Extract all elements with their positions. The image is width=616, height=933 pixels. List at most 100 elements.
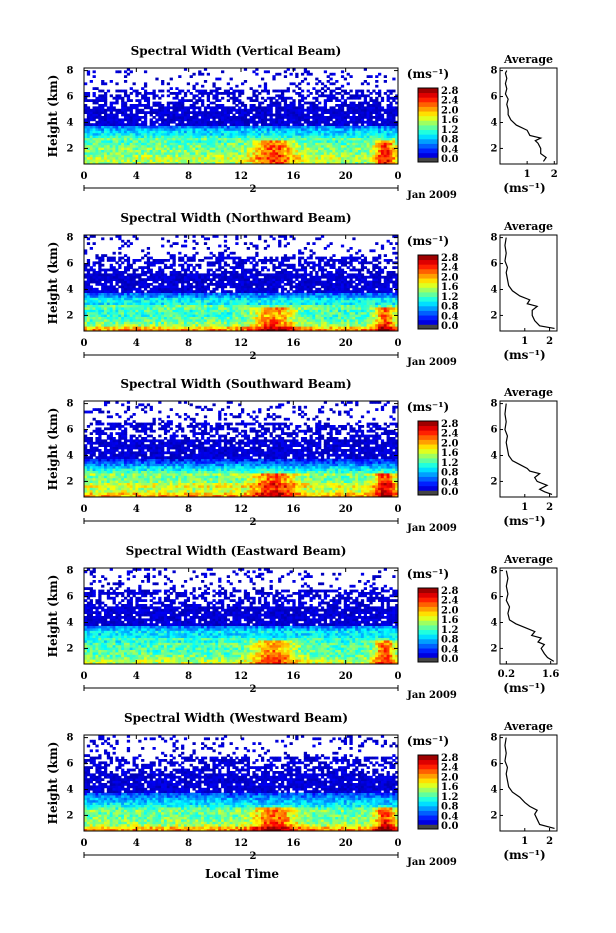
heatmap-cell <box>329 297 332 300</box>
heatmap-cell <box>135 123 138 126</box>
heatmap-cell <box>104 324 107 327</box>
heatmap-cell <box>312 123 315 126</box>
heatmap-cell <box>121 111 124 114</box>
heatmap-cell <box>392 116 395 119</box>
heatmap-cell <box>392 295 395 298</box>
heatmap-cell <box>349 317 352 320</box>
heatmap-cell <box>392 312 395 315</box>
heatmap-cell <box>290 102 293 105</box>
heatmap-cell <box>272 154 275 157</box>
heatmap-cell <box>204 130 207 133</box>
heatmap-cell <box>98 142 101 145</box>
heatmap-cell <box>207 118 210 121</box>
heatmap-cell <box>369 312 372 315</box>
heatmap-cell <box>175 152 178 155</box>
heatmap-cell <box>250 116 253 119</box>
heatmap-cell <box>255 312 258 315</box>
heatmap-cell <box>381 109 384 112</box>
heatmap-cell <box>312 324 315 327</box>
heatmap-cell <box>115 123 118 126</box>
heatmap-cell <box>389 152 392 155</box>
heatmap-cell <box>367 152 370 155</box>
heatmap-cell <box>378 94 381 97</box>
heatmap-cell <box>133 130 136 133</box>
heatmap-cell <box>341 297 344 300</box>
heatmap-cell <box>187 106 190 109</box>
heatmap-cell <box>138 116 141 119</box>
heatmap-cell <box>218 128 221 131</box>
heatmap-cell <box>272 307 275 310</box>
heatmap-cell <box>107 309 110 312</box>
heatmap-cell <box>93 150 96 153</box>
heatmap-cell <box>207 73 210 76</box>
heatmap-cell <box>144 152 147 155</box>
heatmap-cell <box>184 123 187 126</box>
heatmap-cell <box>250 159 253 162</box>
heatmap-cell <box>372 102 375 105</box>
heatmap-cell <box>310 126 313 129</box>
heatmap-cell <box>155 142 158 145</box>
heatmap-cell <box>369 121 372 124</box>
heatmap-cell <box>155 290 158 293</box>
heatmap-cell <box>110 293 113 296</box>
heatmap-cell <box>244 302 247 305</box>
heatmap-cell <box>324 138 327 141</box>
heatmap-cell <box>144 130 147 133</box>
heatmap-cell <box>287 126 290 129</box>
heatmap-cell <box>372 142 375 145</box>
heatmap-cell <box>224 307 227 310</box>
heatmap-cell <box>318 140 321 143</box>
heatmap-cell <box>158 302 161 305</box>
heatmap-cell <box>284 104 287 107</box>
heatmap-cell <box>287 87 290 90</box>
heatmap-cell <box>198 150 201 153</box>
heatmap-cell <box>170 118 173 121</box>
heatmap-cell <box>349 126 352 129</box>
heatmap-cell <box>201 118 204 121</box>
heatmap-cell <box>238 324 241 327</box>
heatmap-cell <box>358 157 361 160</box>
heatmap-cell <box>250 150 253 153</box>
heatmap-cell <box>338 111 341 114</box>
heatmap-cell <box>147 97 150 100</box>
heatmap-cell <box>358 302 361 305</box>
heatmap-cell <box>318 121 321 124</box>
heatmap-cell <box>250 145 253 148</box>
heatmap-cell <box>355 317 358 320</box>
heatmap-cell <box>392 114 395 117</box>
heatmap-cell <box>338 152 341 155</box>
heatmap-cell <box>335 147 338 150</box>
heatmap-cell <box>232 312 235 315</box>
heatmap-cell <box>181 293 184 296</box>
heatmap-cell <box>150 118 153 121</box>
heatmap-cell <box>104 94 107 97</box>
heatmap-cell <box>107 123 110 126</box>
heatmap-cell <box>118 324 121 327</box>
heatmap-cell <box>387 145 390 148</box>
heatmap-cell <box>324 121 327 124</box>
heatmap-cell <box>355 123 358 126</box>
heatmap-cell <box>290 147 293 150</box>
heatmap-cell <box>224 305 227 308</box>
heatmap-cell <box>221 145 224 148</box>
heatmap-cell <box>252 147 255 150</box>
heatmap-cell <box>304 97 307 100</box>
heatmap-cell <box>235 297 238 300</box>
heatmap-cell <box>307 82 310 85</box>
heatmap-cell <box>238 305 241 308</box>
heatmap-cell <box>292 324 295 327</box>
heatmap-cell <box>172 118 175 121</box>
heatmap-cell <box>218 147 221 150</box>
heatmap-cell <box>104 305 107 308</box>
heatmap-cell <box>198 326 201 329</box>
heatmap-cell <box>369 140 372 143</box>
heatmap-cell <box>287 142 290 145</box>
heatmap-cell <box>267 90 270 93</box>
heatmap-cell <box>324 90 327 93</box>
heatmap-cell <box>281 142 284 145</box>
heatmap-cell <box>272 312 275 315</box>
heatmap-cell <box>181 133 184 136</box>
heatmap-cell <box>392 128 395 131</box>
heatmap-cell <box>232 116 235 119</box>
heatmap-cell <box>358 154 361 157</box>
